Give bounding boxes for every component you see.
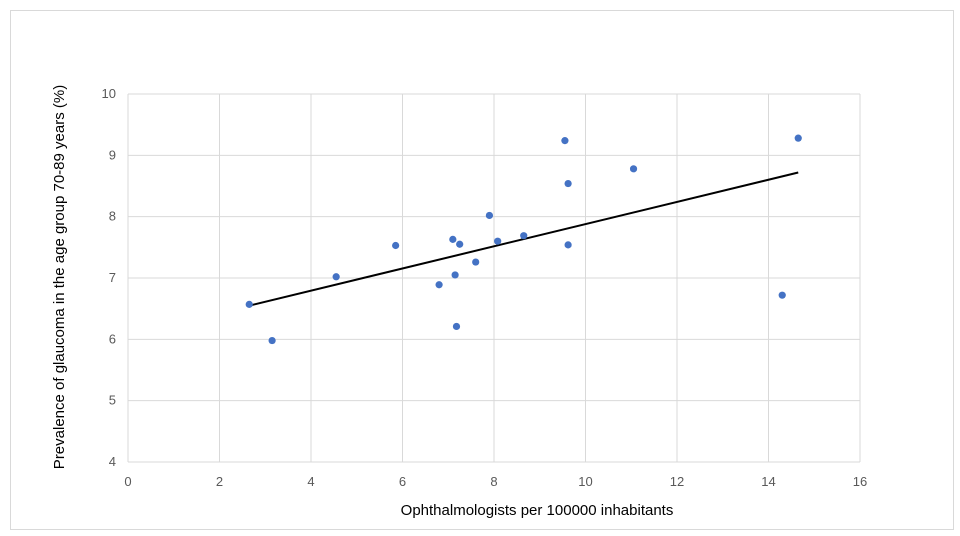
data-point: [629, 165, 638, 173]
gridlines: [127, 93, 861, 463]
x-tick-label: 4: [307, 474, 314, 489]
x-axis-title: Ophthalmologists per 100000 inhabitants: [401, 502, 674, 519]
data-point: [564, 179, 572, 188]
data-point: [449, 235, 457, 243]
x-tick-label: 8: [490, 474, 497, 489]
data-point: [485, 211, 494, 220]
data-point: [564, 241, 572, 249]
x-tick-label: 2: [216, 474, 223, 489]
x-tick-label: 14: [761, 474, 775, 489]
data-point: [452, 322, 461, 331]
x-axis-tick-labels: 0 2 4 6 8 10 12 14 16: [124, 474, 867, 489]
data-point: [778, 291, 786, 299]
x-tick-label: 10: [578, 474, 592, 489]
data-point: [451, 271, 459, 279]
y-tick-label: 4: [109, 454, 116, 469]
data-point: [245, 300, 253, 308]
y-tick-label: 10: [102, 86, 116, 101]
trendline: [246, 171, 799, 308]
data-point: [456, 240, 464, 248]
data-point: [392, 241, 400, 250]
trendline-layer: [246, 171, 799, 308]
chart-area: [10, 10, 954, 530]
y-tick-label: 7: [109, 270, 116, 285]
y-tick-label: 5: [109, 393, 116, 408]
data-point: [268, 336, 276, 345]
y-tick-label: 6: [109, 331, 116, 346]
data-point: [472, 258, 480, 266]
data-point: [520, 232, 528, 240]
data-point: [494, 237, 502, 245]
data-point: [794, 134, 802, 142]
y-axis-title: Prevalence of glaucoma in the age group …: [51, 85, 68, 469]
data-point: [435, 281, 443, 289]
y-axis-tick-labels: 4 5 6 7 8 9 10: [102, 86, 116, 469]
x-tick-label: 0: [124, 474, 131, 489]
x-tick-label: 12: [670, 474, 684, 489]
data-point: [332, 273, 340, 281]
y-tick-label: 8: [109, 209, 116, 224]
data-points: [245, 134, 802, 345]
y-tick-label: 9: [109, 147, 116, 162]
data-point: [561, 137, 569, 145]
x-tick-label: 6: [399, 474, 406, 489]
x-tick-label: 16: [853, 474, 867, 489]
